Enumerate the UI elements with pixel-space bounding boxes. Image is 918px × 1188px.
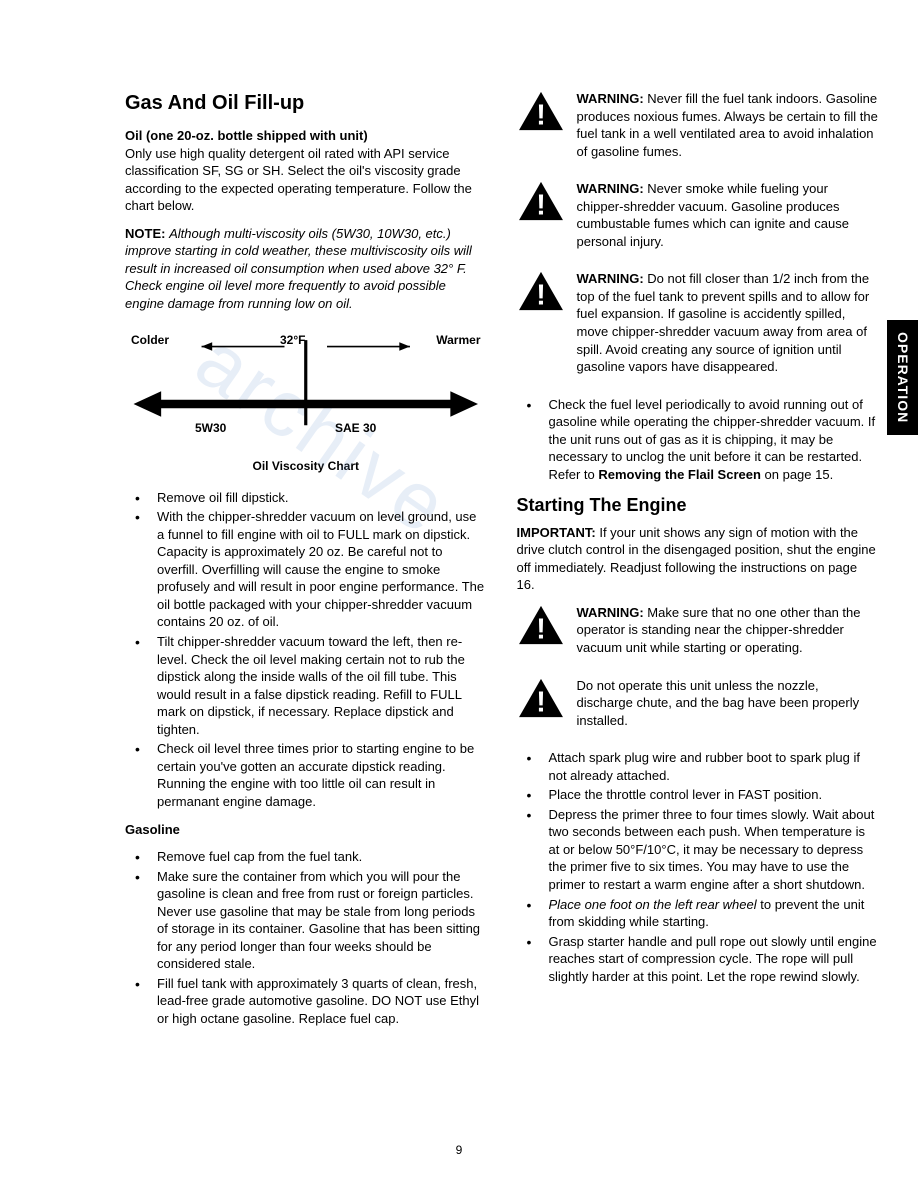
list-item: Check the fuel level periodically to avo… <box>517 396 879 484</box>
fuel-check-ref: Removing the Flail Screen <box>598 467 761 482</box>
svg-text:!: ! <box>536 99 546 131</box>
svg-text:!: ! <box>536 280 546 312</box>
content-columns: Gas And Oil Fill-up Oil (one 20-oz. bott… <box>125 90 878 1038</box>
note-text: Although multi-viscosity oils (5W30, 10W… <box>125 226 472 311</box>
list-item: Make sure the container from which you w… <box>125 868 487 973</box>
oil-para: Only use high quality detergent oil rate… <box>125 146 472 214</box>
note-para: NOTE: Although multi-viscosity oils (5W3… <box>125 225 487 313</box>
svg-text:!: ! <box>536 686 546 718</box>
warning-block: ! Do not operate this unit unless the no… <box>517 677 879 740</box>
warning-text: WARNING: Never smoke while fueling your … <box>577 180 879 250</box>
list-item: Fill fuel tank with approximately 3 quar… <box>125 975 487 1028</box>
warning-label: WARNING: <box>577 91 644 106</box>
oil-intro: Oil (one 20-oz. bottle shipped with unit… <box>125 127 487 215</box>
chart-label-colder: Colder <box>131 332 169 348</box>
svg-text:!: ! <box>536 190 546 222</box>
chart-label-warmer: Warmer <box>436 332 480 348</box>
chart-caption: Oil Viscosity Chart <box>125 458 487 474</box>
list-item: Remove fuel cap from the fuel tank. <box>125 848 487 866</box>
list-item: Grasp starter handle and pull rope out s… <box>517 933 879 986</box>
side-tab-operation: OPERATION <box>887 320 918 435</box>
chart-label-32f: 32°F <box>280 332 305 348</box>
fuel-check-page: on page 15. <box>761 467 833 482</box>
warning-label: WARNING: <box>577 605 644 620</box>
chart-label-5w30: 5W30 <box>195 420 226 436</box>
start-italic: Place one foot on the left rear wheel <box>549 897 761 912</box>
list-item: Place the throttle control lever in FAST… <box>517 786 879 804</box>
list-item: With the chipper-shredder vacuum on leve… <box>125 508 487 631</box>
warning-text: WARNING: Make sure that no one other tha… <box>577 604 879 657</box>
warning-block: ! WARNING: Never smoke while fueling you… <box>517 180 879 260</box>
list-item: Check oil level three times prior to sta… <box>125 740 487 810</box>
warning-icon: ! <box>517 270 565 312</box>
list-item: Tilt chipper-shredder vacuum toward the … <box>125 633 487 738</box>
warning-block: ! WARNING: Never fill the fuel tank indo… <box>517 90 879 170</box>
warning-body: Do not fill closer than 1/2 inch from th… <box>577 271 870 374</box>
warning-block: ! WARNING: Do not fill closer than 1/2 i… <box>517 270 879 385</box>
warning-label: WARNING: <box>577 271 644 286</box>
note-label: NOTE: <box>125 226 165 241</box>
right-column: ! WARNING: Never fill the fuel tank indo… <box>517 90 879 1038</box>
page-number: 9 <box>456 1142 463 1158</box>
oil-viscosity-chart: Colder 32°F Warmer 5W30 SAE 30 <box>125 328 487 448</box>
warning-icon: ! <box>517 90 565 132</box>
oil-subhead: Oil (one 20-oz. bottle shipped with unit… <box>125 128 368 143</box>
warning-label: WARNING: <box>577 181 644 196</box>
page-title: Gas And Oil Fill-up <box>125 90 487 117</box>
start-steps-list: Attach spark plug wire and rubber boot t… <box>517 749 879 985</box>
warning-icon: ! <box>517 677 565 719</box>
list-item: Depress the primer three to four times s… <box>517 806 879 894</box>
important-label: IMPORTANT: <box>517 525 596 540</box>
important-para: IMPORTANT: If your unit shows any sign o… <box>517 524 879 594</box>
warning-body: Do not operate this unit unless the nozz… <box>577 678 860 728</box>
gasoline-steps-list: Remove fuel cap from the fuel tank. Make… <box>125 848 487 1027</box>
starting-engine-heading: Starting The Engine <box>517 493 879 517</box>
gasoline-subhead: Gasoline <box>125 821 487 839</box>
left-column: Gas And Oil Fill-up Oil (one 20-oz. bott… <box>125 90 487 1038</box>
oil-steps-list: Remove oil fill dipstick. With the chipp… <box>125 489 487 811</box>
warning-icon: ! <box>517 180 565 222</box>
list-item: Place one foot on the left rear wheel to… <box>517 896 879 931</box>
warning-text: Do not operate this unit unless the nozz… <box>577 677 879 730</box>
warning-text: WARNING: Never fill the fuel tank indoor… <box>577 90 879 160</box>
warning-icon: ! <box>517 604 565 646</box>
fuel-check-list: Check the fuel level periodically to avo… <box>517 396 879 484</box>
list-item: Remove oil fill dipstick. <box>125 489 487 507</box>
list-item: Attach spark plug wire and rubber boot t… <box>517 749 879 784</box>
warning-block: ! WARNING: Make sure that no one other t… <box>517 604 879 667</box>
chart-label-sae30: SAE 30 <box>335 420 376 436</box>
warning-text: WARNING: Do not fill closer than 1/2 inc… <box>577 270 879 375</box>
svg-text:!: ! <box>536 613 546 645</box>
